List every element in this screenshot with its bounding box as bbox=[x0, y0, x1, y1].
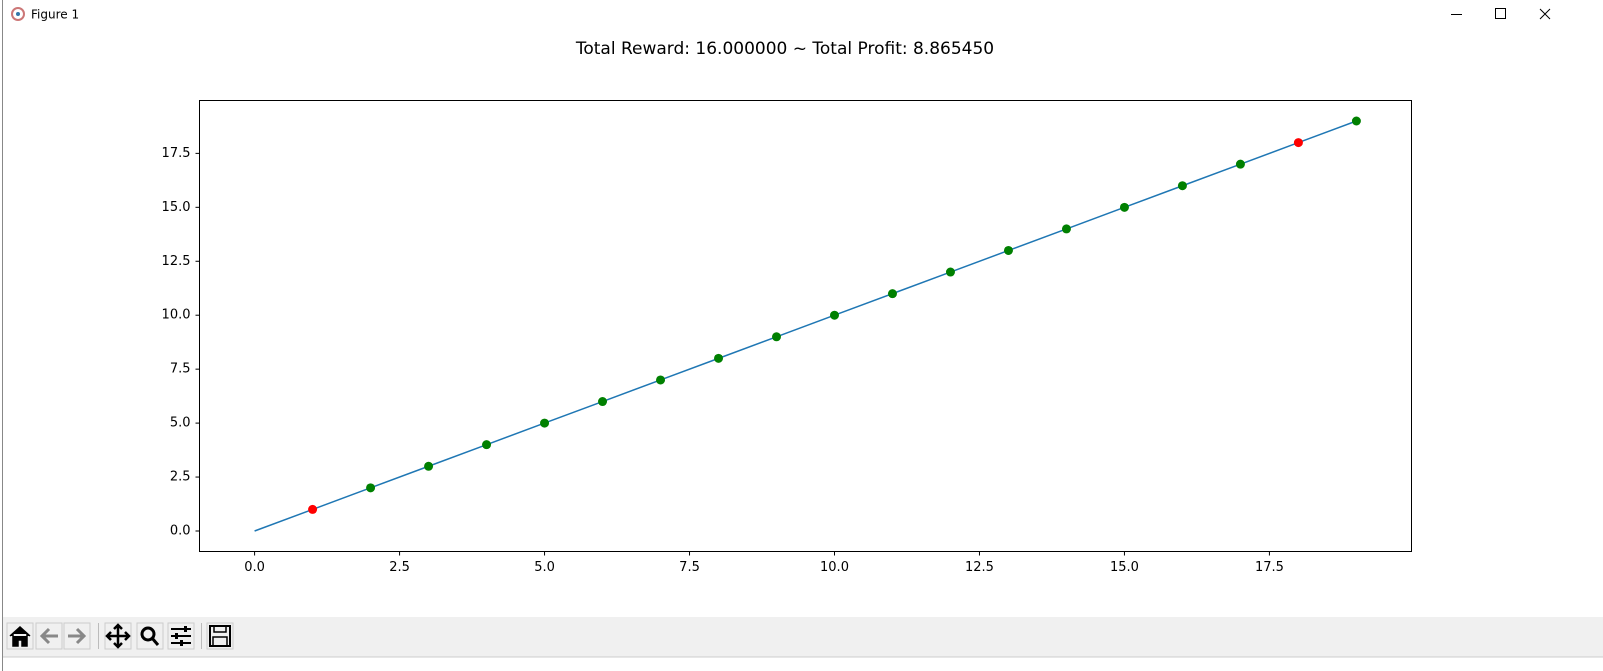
data-point bbox=[829, 310, 839, 320]
data-point bbox=[540, 418, 550, 428]
y-tick-label: 15.0 bbox=[162, 200, 191, 215]
data-point bbox=[1293, 138, 1303, 148]
series-line bbox=[254, 120, 1357, 532]
window-title: Figure 1 bbox=[31, 8, 79, 22]
y-tick-label: 2.5 bbox=[170, 470, 191, 485]
data-point bbox=[1235, 159, 1245, 169]
x-tick-label: 2.5 bbox=[389, 560, 410, 575]
y-tick-label: 10.0 bbox=[162, 308, 191, 323]
home-button[interactable] bbox=[6, 622, 34, 650]
forward-button[interactable] bbox=[63, 622, 91, 650]
y-tick-label: 5.0 bbox=[170, 416, 191, 431]
pan-button[interactable] bbox=[104, 622, 132, 650]
data-point bbox=[1061, 224, 1071, 234]
data-point bbox=[1119, 202, 1129, 212]
data-point bbox=[714, 353, 724, 363]
maximize-button[interactable] bbox=[1495, 8, 1506, 19]
x-tick-label: 12.5 bbox=[965, 560, 994, 575]
x-tick-label: 15.0 bbox=[1110, 560, 1139, 575]
y-tick-label: 12.5 bbox=[162, 254, 191, 269]
x-tick-label: 0.0 bbox=[244, 560, 265, 575]
close-button[interactable] bbox=[1539, 8, 1551, 20]
axes-frame bbox=[199, 100, 1412, 552]
x-tick-label: 7.5 bbox=[679, 560, 700, 575]
data-point bbox=[1177, 181, 1187, 191]
data-point bbox=[945, 267, 955, 277]
y-tick-label: 7.5 bbox=[170, 362, 191, 377]
x-tick-label: 10.0 bbox=[820, 560, 849, 575]
y-tick-label: 17.5 bbox=[162, 146, 191, 161]
x-tick-label: 5.0 bbox=[534, 560, 555, 575]
toolbar bbox=[3, 617, 1603, 657]
x-tick-label: 17.5 bbox=[1255, 560, 1284, 575]
back-button[interactable] bbox=[35, 622, 63, 650]
data-point bbox=[308, 504, 318, 514]
data-point bbox=[1351, 116, 1361, 126]
data-point bbox=[887, 289, 897, 299]
data-point bbox=[1003, 245, 1013, 255]
data-point bbox=[482, 440, 492, 450]
plot-area: 0.0 2.5 5.0 7.5 10.0 12.5 15.0 17.5 0.0 2.5 5.0 7.5… bbox=[162, 116, 1361, 575]
y-tick-label: 0.0 bbox=[170, 524, 191, 539]
configure-button[interactable] bbox=[167, 622, 195, 650]
chart-title: Total Reward: 16.000000 ~ Total Profit: … bbox=[575, 39, 994, 59]
zoom-button[interactable] bbox=[136, 622, 164, 650]
data-point bbox=[424, 461, 434, 471]
data-point bbox=[656, 375, 666, 385]
app-icon bbox=[11, 7, 25, 21]
data-point bbox=[772, 332, 782, 342]
save-button[interactable] bbox=[206, 622, 234, 650]
data-point bbox=[598, 397, 608, 407]
data-point bbox=[366, 483, 376, 493]
